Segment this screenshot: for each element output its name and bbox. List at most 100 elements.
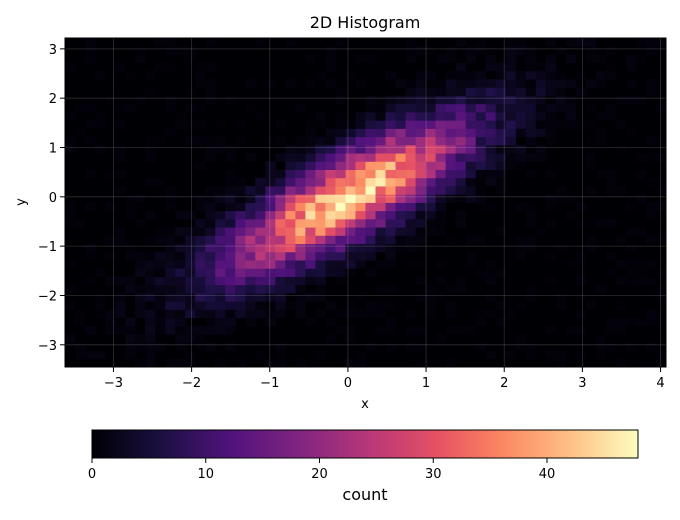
heatmap-cell: [555, 186, 567, 195]
heatmap-cell: [285, 284, 296, 294]
heatmap-cell: [295, 227, 306, 236]
heatmap-cell: [385, 112, 396, 121]
heatmap-cell: [545, 54, 557, 64]
heatmap-cell: [535, 87, 547, 96]
heatmap-cell: [325, 54, 336, 64]
heatmap-cell: [145, 342, 156, 351]
heatmap-cell: [625, 276, 637, 286]
heatmap-cell: [415, 87, 426, 96]
heatmap-cell: [245, 153, 256, 162]
heatmap-cell: [555, 95, 567, 105]
heatmap-cell: [225, 235, 236, 245]
heatmap-cell: [545, 62, 557, 72]
heatmap-cell: [435, 292, 447, 302]
heatmap-cell: [565, 194, 577, 203]
heatmap-cell: [225, 202, 236, 212]
heatmap-cell: [365, 251, 376, 261]
heatmap-cell: [575, 251, 587, 261]
heatmap-cell: [155, 284, 166, 294]
heatmap-cell: [595, 112, 607, 121]
heatmap-cell: [445, 103, 457, 113]
heatmap-cell: [165, 202, 176, 212]
heatmap-cell: [145, 87, 156, 96]
heatmap-cell: [115, 153, 126, 162]
heatmap-cell: [215, 276, 226, 286]
heatmap-cell: [445, 177, 457, 187]
heatmap-cell: [375, 210, 386, 220]
heatmap-cell: [385, 317, 396, 327]
heatmap-cell: [495, 70, 507, 80]
heatmap-cell: [395, 202, 406, 212]
heatmap-cell: [365, 177, 376, 187]
heatmap-cell: [485, 153, 497, 162]
heatmap-cell: [145, 251, 156, 261]
colorbar: 0 10 20 30 40 count: [88, 429, 639, 504]
heatmap-cell: [155, 38, 166, 47]
heatmap-cell: [275, 194, 286, 203]
heatmap-cell: [155, 325, 166, 335]
heatmap-cell: [455, 103, 467, 113]
heatmap-cell: [395, 112, 406, 121]
heatmap-cell: [175, 112, 186, 121]
heatmap-cell: [315, 227, 326, 236]
heatmap-cell: [395, 210, 406, 220]
heatmap-cell: [325, 268, 336, 277]
heatmap-cell: [515, 112, 527, 121]
heatmap-cell: [295, 103, 306, 113]
heatmap-cell: [265, 136, 276, 146]
heatmap-cell: [265, 194, 276, 203]
heatmap-cell: [355, 292, 366, 302]
heatmap-cell: [525, 128, 537, 138]
heatmap-cell: [645, 309, 657, 319]
heatmap-cell: [565, 103, 577, 113]
heatmap-cell: [505, 153, 517, 162]
heatmap-cell: [205, 292, 216, 302]
heatmap-cell: [515, 251, 527, 261]
heatmap-cell: [165, 95, 176, 105]
heatmap-cell: [345, 210, 356, 220]
heatmap-cell: [225, 251, 236, 261]
heatmap-cell: [555, 120, 567, 129]
heatmap-cell: [235, 210, 246, 220]
heatmap-cell: [115, 276, 126, 286]
heatmap-cell: [255, 260, 266, 269]
heatmap-cell: [125, 350, 136, 360]
heatmap-cell: [435, 120, 447, 129]
heatmap-cell: [235, 227, 246, 236]
heatmap-cell: [335, 260, 346, 269]
heatmap-cell: [615, 325, 627, 335]
heatmap-cell: [405, 260, 416, 269]
heatmap-cell: [395, 120, 406, 129]
heatmap-cell: [165, 309, 176, 319]
heatmap-cell: [135, 260, 146, 269]
heatmap-cell: [265, 169, 276, 179]
heatmap-cell: [395, 177, 406, 187]
heatmap-cell: [305, 202, 316, 212]
heatmap-cell: [515, 235, 527, 245]
heatmap-cell: [575, 268, 587, 277]
heatmap-cell: [285, 186, 296, 195]
heatmap-cell: [555, 194, 567, 203]
y-tick-label: 3: [49, 43, 57, 58]
heatmap-cell: [495, 153, 507, 162]
heatmap-cell: [465, 325, 477, 335]
heatmap-cell: [655, 268, 666, 277]
heatmap-cell: [605, 317, 617, 327]
heatmap-cell: [495, 95, 507, 105]
heatmap-cell: [395, 103, 406, 113]
heatmap-cell: [75, 103, 86, 113]
heatmap-cell: [185, 210, 196, 220]
heatmap-cell: [485, 169, 497, 179]
heatmap-cell: [615, 301, 627, 310]
heatmap-cell: [655, 350, 666, 360]
heatmap-cell: [335, 136, 346, 146]
heatmap-cell: [125, 334, 136, 343]
heatmap-cell: [135, 268, 146, 277]
colorbar-label: count: [342, 485, 387, 504]
heatmap-cell: [595, 342, 607, 351]
heatmap-cell: [525, 62, 537, 72]
heatmap-cell: [565, 325, 577, 335]
heatmap-cell: [135, 334, 146, 343]
heatmap-cell: [165, 128, 176, 138]
heatmap-cell: [475, 87, 487, 96]
